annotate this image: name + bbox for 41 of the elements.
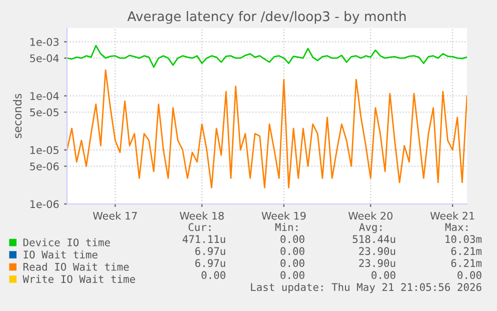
text: Last update: Thu May 21 21:05:56 2026 [251,282,482,294]
x-tick-label: Week 17 [92,212,137,220]
y-tick-label: 5e-06 [30,162,59,170]
text: 518.44u [352,235,396,244]
text: 6.21m [451,259,482,268]
text: 0.00 [280,247,304,256]
text: Min: [275,222,298,231]
text: 0.00 [372,271,396,280]
y-tick-label: 1e-05 [30,146,58,154]
text: 6.97u [195,259,226,268]
text: 0.00 [280,235,304,244]
text: 471.11u [182,235,226,244]
text: 0.00 [280,271,304,280]
text: 23.90u [359,259,396,268]
x-tick-label: Week 21 [430,212,474,220]
y-tick-label: 1e-03 [30,38,59,46]
legend-label: Device IO time [23,238,110,246]
y-axis-title: seconds [13,94,22,138]
text: 23.90u [359,247,396,256]
x-tick-label: Week 19 [262,212,306,220]
y-tick-label: 1e-04 [30,92,59,100]
text: Max: [445,223,468,232]
chart-title: Average latency for /dev/loop3 - by month [127,11,406,24]
legend-label: IO Wait time [24,250,98,259]
y-tick-label: 5e-05 [30,108,58,116]
text: 10.03m [446,235,482,244]
y-tick-label: 5e-04 [30,54,59,62]
line-series [67,44,467,68]
text: 0.00 [458,271,482,280]
text: 0.00 [202,271,226,280]
x-tick-label: Week 20 [348,212,392,220]
legend-label: Write IO Wait time [22,274,136,283]
x-tick-label: Week 18 [180,212,224,220]
text: Avg: [359,223,382,234]
text: Cur: [188,223,210,232]
line-series [67,69,467,188]
legend-label: Read IO Wait time [23,262,129,271]
text: 6.21m [451,247,482,256]
text: 0.00 [280,259,304,268]
y-tick-label: 1e-06 [30,200,59,208]
text: 6.97u [195,247,226,256]
